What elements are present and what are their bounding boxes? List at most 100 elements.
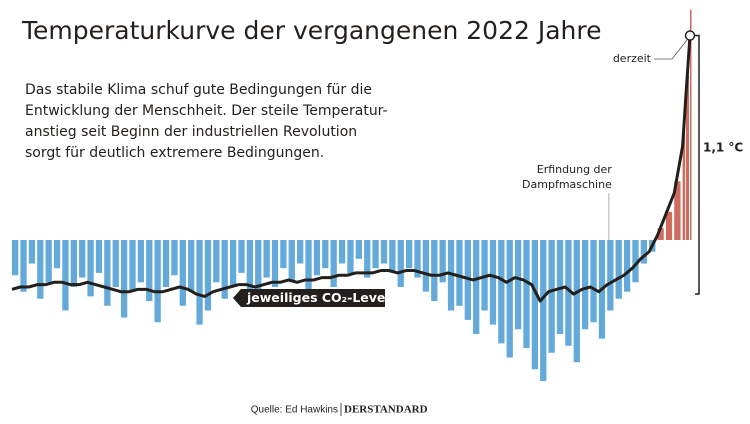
annotation-text: derzeit bbox=[613, 52, 652, 65]
bar bbox=[372, 240, 379, 269]
source: Quelle: Ed Hawkins bbox=[251, 405, 338, 416]
bar bbox=[137, 240, 145, 283]
line-label-text: jeweiliges CO₂-Level bbox=[246, 290, 390, 305]
bar bbox=[280, 240, 287, 269]
bar bbox=[347, 240, 354, 273]
bar bbox=[196, 240, 203, 325]
bar bbox=[422, 240, 430, 292]
bar bbox=[473, 240, 480, 334]
description-line: sorgt für deutlich extremere Bedingungen… bbox=[25, 145, 324, 161]
bar bbox=[640, 240, 647, 264]
bar bbox=[506, 240, 513, 358]
bar bbox=[657, 228, 664, 240]
line-label: jeweiliges CO₂-Level bbox=[233, 289, 390, 307]
bar bbox=[221, 240, 228, 299]
bar bbox=[389, 240, 396, 273]
bar bbox=[682, 134, 686, 240]
bar bbox=[104, 240, 111, 306]
bar bbox=[179, 240, 186, 306]
bar bbox=[489, 240, 497, 325]
bar bbox=[590, 240, 597, 323]
bar bbox=[439, 240, 446, 283]
bar bbox=[548, 240, 555, 353]
bracket-label: 1,1 °C bbox=[703, 140, 743, 154]
bar bbox=[531, 240, 539, 370]
bar bbox=[498, 240, 505, 344]
bar bbox=[28, 240, 36, 264]
description-line: anstieg seit Beginn der industriellen Re… bbox=[25, 124, 357, 140]
bars bbox=[12, 9, 692, 381]
bar bbox=[297, 240, 304, 264]
bar bbox=[364, 240, 371, 278]
bar bbox=[263, 240, 270, 278]
description-line: Das stabile Klima schuf gute Bedingungen… bbox=[25, 82, 372, 98]
annotation-text: Dampfmaschine bbox=[522, 178, 612, 191]
bar bbox=[37, 240, 44, 299]
bar bbox=[20, 240, 27, 292]
bar bbox=[62, 240, 69, 311]
bar bbox=[79, 240, 86, 278]
bar bbox=[623, 240, 631, 292]
bar bbox=[120, 240, 128, 318]
bar bbox=[129, 240, 136, 292]
bar bbox=[523, 240, 530, 349]
bar bbox=[229, 240, 237, 287]
temperature-curve bbox=[11, 35, 692, 303]
bar bbox=[255, 240, 262, 306]
annotation-line bbox=[654, 39, 688, 60]
bar bbox=[322, 240, 329, 269]
bar bbox=[204, 240, 212, 311]
bar bbox=[238, 240, 245, 273]
bar bbox=[313, 240, 321, 276]
current-point bbox=[684, 30, 696, 41]
bar bbox=[288, 240, 295, 283]
bar bbox=[607, 240, 614, 311]
overlay: jeweiliges CO₂-Level derzeit Erfindung der… bbox=[11, 30, 743, 307]
bar bbox=[431, 240, 438, 302]
bar bbox=[380, 240, 388, 264]
bar bbox=[355, 240, 362, 259]
bar bbox=[305, 240, 312, 292]
bar bbox=[95, 240, 103, 273]
label-background bbox=[233, 289, 385, 307]
bar bbox=[665, 211, 673, 240]
bar bbox=[112, 240, 119, 287]
chart-title: Temperaturkurve der vergangenen 2022 Jah… bbox=[21, 16, 602, 45]
bar bbox=[87, 240, 94, 297]
bar bbox=[573, 240, 580, 363]
bar bbox=[685, 75, 689, 240]
bar bbox=[146, 240, 153, 302]
annotation-text: Erfindung der bbox=[537, 163, 613, 176]
bar bbox=[53, 240, 61, 269]
bar bbox=[405, 240, 413, 269]
bar bbox=[162, 240, 170, 287]
bar bbox=[397, 240, 404, 287]
bar bbox=[615, 240, 622, 299]
bar bbox=[154, 240, 161, 323]
bar bbox=[271, 240, 279, 287]
bar bbox=[514, 240, 522, 330]
bar bbox=[674, 181, 681, 240]
bar bbox=[213, 240, 220, 283]
bar bbox=[414, 240, 421, 278]
bar bbox=[188, 240, 195, 292]
bar bbox=[45, 240, 52, 283]
bar bbox=[582, 240, 589, 330]
description-line: Entwicklung der Menschheit. Der steile T… bbox=[25, 103, 388, 119]
bar bbox=[70, 240, 77, 287]
bar bbox=[690, 9, 692, 241]
brand: DERSTANDARD bbox=[344, 404, 428, 416]
bar bbox=[330, 240, 337, 287]
bar bbox=[338, 240, 346, 264]
bar bbox=[456, 240, 463, 306]
bar bbox=[12, 240, 19, 276]
bracket bbox=[695, 34, 700, 295]
bar bbox=[171, 240, 178, 276]
bar bbox=[540, 240, 547, 381]
bar bbox=[565, 240, 572, 346]
bar bbox=[246, 240, 254, 297]
bar bbox=[632, 240, 639, 283]
